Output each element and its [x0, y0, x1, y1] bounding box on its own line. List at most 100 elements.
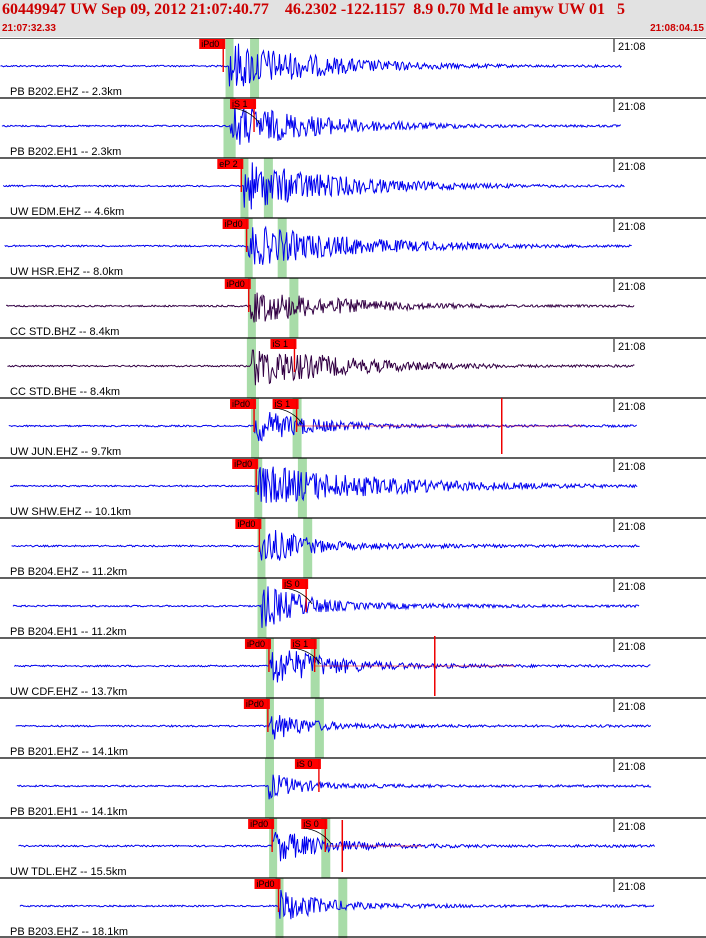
phase-window	[225, 38, 234, 98]
pick-box	[294, 759, 321, 769]
waveform-trace	[2, 162, 625, 210]
pick-label: iS 0	[303, 819, 319, 829]
phase-window	[264, 758, 274, 818]
phase-window	[257, 518, 266, 578]
time-tick-label: 21:08	[618, 161, 646, 173]
pick-box	[235, 519, 262, 529]
seismogram-plot: PB B202.EHZ -- 2.3km 21:08 PB B202.EH1 -- …	[0, 38, 706, 938]
pick-label: iS 1	[275, 399, 291, 409]
phase-window	[314, 698, 324, 758]
time-tick-label: 21:08	[618, 401, 646, 413]
time-tick-label: 21:08	[618, 821, 646, 833]
pick-box	[301, 819, 328, 829]
arrival-curve	[274, 407, 303, 425]
pick-box	[290, 639, 317, 649]
phase-window	[246, 338, 256, 398]
pick-box	[282, 579, 309, 589]
arrival-curve	[232, 107, 261, 125]
channel-label: PB B202.EH1 -- 2.3km	[10, 146, 121, 158]
pick-box	[248, 819, 275, 829]
channel-label: PB B201.EH1 -- 14.1km	[10, 806, 127, 818]
time-tick-label: 21:08	[618, 101, 646, 113]
channel-label: PB B202.EHZ -- 2.3km	[10, 86, 122, 98]
phase-window	[247, 278, 256, 338]
time-tick-label: 21:08	[618, 761, 646, 773]
waveform-trace	[8, 411, 638, 442]
phase-window	[297, 458, 307, 518]
channel-label: UW JUN.EHZ -- 9.7km	[10, 446, 121, 458]
pick-box	[230, 99, 257, 109]
pick-label: iPd0	[227, 279, 245, 289]
channel-label: PB B203.EHZ -- 18.1km	[10, 926, 128, 938]
waveform-trace	[6, 292, 635, 323]
phase-window	[269, 818, 278, 878]
pick-label: iPd0	[246, 699, 264, 709]
waveform-trace	[12, 586, 640, 628]
phase-window	[244, 218, 253, 278]
pick-label: eP 2	[219, 159, 237, 169]
time-tick-label: 21:08	[618, 341, 646, 353]
pick-box	[270, 339, 297, 349]
channel-label: CC STD.BHE -- 8.4km	[10, 386, 120, 398]
pick-label: iS 1	[272, 339, 288, 349]
time-tick-label: 21:08	[618, 881, 646, 893]
pick-label: iPd0	[201, 39, 219, 49]
channel-label: UW TDL.EHZ -- 15.5km	[10, 866, 127, 878]
channel-label: PB B201.EHZ -- 14.1km	[10, 746, 128, 758]
channel-label: UW SHW.EHZ -- 10.1km	[10, 506, 131, 518]
waveform-trace	[7, 349, 635, 386]
waveform-trace	[17, 774, 652, 800]
pick-label: iS 0	[297, 759, 313, 769]
phase-window	[257, 578, 267, 638]
phase-window	[303, 518, 313, 578]
pick-box	[244, 639, 271, 649]
pick-label: iS 0	[284, 579, 300, 589]
time-tick-label: 21:08	[618, 41, 646, 53]
phase-window	[275, 878, 284, 938]
channel-label: UW CDF.EHZ -- 13.7km	[10, 686, 127, 698]
time-tick-label: 21:08	[618, 701, 646, 713]
pick-box	[224, 279, 251, 289]
channel-label: UW HSR.EHZ -- 8.0km	[10, 266, 123, 278]
end-time: 21:08:04.15	[650, 23, 704, 34]
pick-label: iPd0	[237, 519, 255, 529]
time-tick-label: 21:08	[618, 641, 646, 653]
time-tick-label: 21:08	[618, 281, 646, 293]
pick-label: iPd0	[247, 639, 265, 649]
time-tick-label: 21:08	[618, 461, 646, 473]
time-tick-label: 21:08	[618, 521, 646, 533]
arrival-curve	[292, 647, 321, 665]
waveform-trace	[1, 103, 622, 145]
waveform-trace	[11, 529, 640, 561]
pick-label: iPd0	[234, 459, 252, 469]
pick-label: iPd0	[225, 219, 243, 229]
phase-window	[265, 698, 274, 758]
waveform-trace	[19, 889, 655, 920]
pick-box	[222, 219, 249, 229]
pick-box	[230, 399, 257, 409]
arrival-curve	[284, 587, 313, 605]
start-time: 21:07:32.33	[2, 23, 56, 34]
pick-label: iPd0	[232, 399, 250, 409]
channel-label: PB B204.EHZ -- 11.2km	[10, 566, 127, 578]
waveform-trace	[10, 466, 638, 503]
phase-window	[265, 638, 274, 698]
channel-label: CC STD.BHZ -- 8.4km	[10, 326, 119, 338]
pick-box	[254, 879, 281, 889]
waveform-trace	[15, 715, 652, 740]
pick-label: iPd0	[250, 819, 268, 829]
time-tick-label: 21:08	[618, 221, 646, 233]
channel-label: UW EDM.EHZ -- 4.6km	[10, 206, 124, 218]
phase-window	[223, 98, 233, 158]
arrival-curve	[303, 827, 332, 845]
pick-label: iS 1	[232, 99, 248, 109]
waveform-trace	[18, 831, 655, 862]
pick-box	[243, 699, 270, 709]
waveform-trace	[14, 650, 651, 683]
event-title: 60449947 UW Sep 09, 2012 21:07:40.77 46.…	[2, 1, 625, 18]
event-header: 60449947 UW Sep 09, 2012 21:07:40.77 46.…	[0, 0, 706, 37]
time-tick-label: 21:08	[618, 581, 646, 593]
pick-box	[272, 399, 299, 409]
pick-label: iS 1	[293, 639, 309, 649]
pick-label: iPd0	[257, 879, 275, 889]
